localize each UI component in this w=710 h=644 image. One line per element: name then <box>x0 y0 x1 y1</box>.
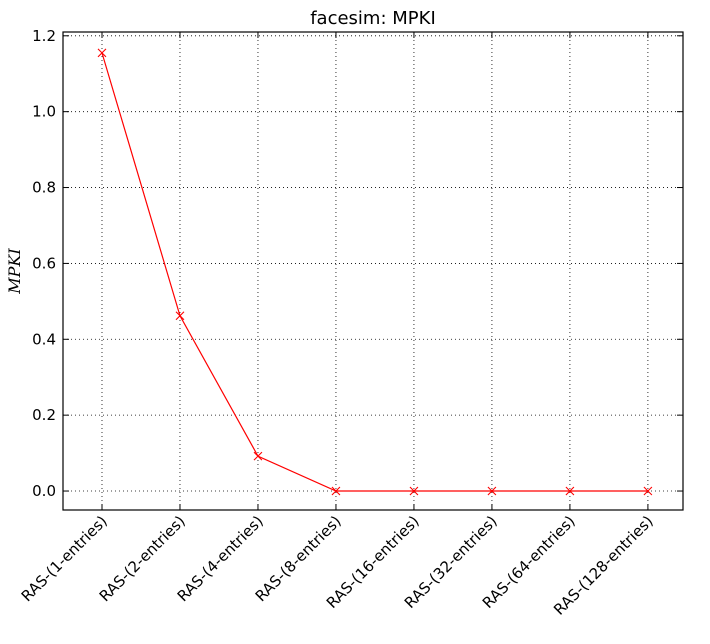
y-tick-label: 0.8 <box>32 179 56 197</box>
ticks: 0.00.20.40.60.81.01.2RAS-(1-entries)RAS-… <box>18 27 683 619</box>
marker-stroke <box>487 486 497 496</box>
marker-stroke <box>175 311 185 321</box>
marker-stroke <box>253 451 263 461</box>
grid <box>63 32 683 510</box>
data-point <box>175 311 185 321</box>
series <box>97 48 653 496</box>
marker-stroke <box>97 48 107 58</box>
marker-stroke <box>565 486 575 496</box>
marker-stroke <box>331 486 341 496</box>
y-tick-label: 0.6 <box>32 254 56 272</box>
y-tick-label: 0.4 <box>32 330 56 348</box>
data-point <box>643 486 653 496</box>
data-point <box>487 486 497 496</box>
y-tick-label: 0.0 <box>32 482 56 500</box>
data-point <box>97 48 107 58</box>
chart-title: facesim: MPKI <box>310 8 436 29</box>
data-point <box>409 486 419 496</box>
y-axis-label: MPKI <box>5 248 24 295</box>
y-tick-label: 1.2 <box>32 27 56 45</box>
series-line <box>101 52 648 492</box>
marker-stroke <box>409 486 419 496</box>
y-tick-label: 1.0 <box>32 103 56 121</box>
marker-stroke <box>643 486 653 496</box>
plot-frame <box>62 31 684 511</box>
y-tick-label: 0.2 <box>32 406 56 424</box>
data-point <box>253 451 263 461</box>
data-point <box>565 486 575 496</box>
data-point <box>331 486 341 496</box>
